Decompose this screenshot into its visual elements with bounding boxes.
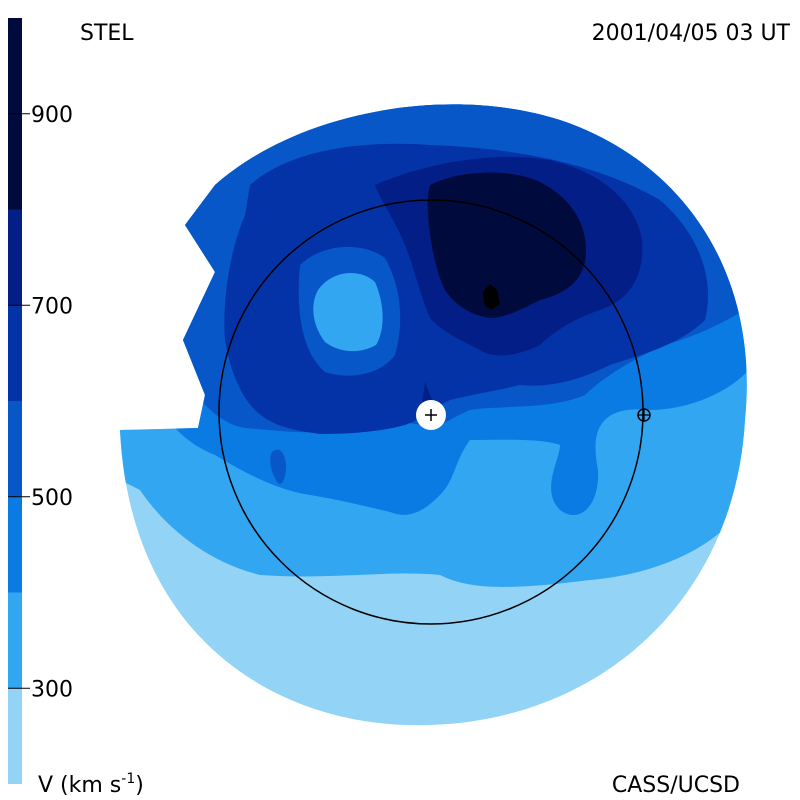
- sun-plus-icon: [416, 400, 446, 430]
- colorbar-segment-3: [8, 401, 22, 497]
- colorbar-tick-label: 700: [31, 294, 73, 319]
- timestamp: 2001/04/05 03 UT: [592, 21, 791, 46]
- level-800: [427, 172, 586, 318]
- colorbar-segment-0: [8, 688, 22, 784]
- earth-orbit-circle: [218, 199, 644, 625]
- level-900: [483, 284, 500, 310]
- unit-close: ): [135, 773, 144, 798]
- level-600-hole-inner: [313, 272, 383, 352]
- colorbar-tick-label: 500: [31, 486, 73, 511]
- colorbar-segment-4: [8, 305, 22, 401]
- colorbar-segment-2: [8, 496, 22, 593]
- credit-label: CASS/UCSD: [612, 773, 740, 798]
- level-400-blob: [270, 449, 286, 484]
- colorbar-unit-label: V (km s-1): [38, 771, 144, 798]
- colorbar: 900 700 500 300: [8, 18, 73, 784]
- colorbar-segment-1: [8, 592, 22, 689]
- colorbar-tick-label: 300: [31, 677, 73, 702]
- earth-crossed-circle-icon: [637, 408, 651, 422]
- instrument-label: STEL: [80, 21, 134, 46]
- unit-exponent: -1: [121, 771, 135, 787]
- unit-text: V (km s: [38, 773, 121, 798]
- colorbar-segment-5: [8, 209, 22, 306]
- colorbar-tick-label: 900: [31, 103, 73, 128]
